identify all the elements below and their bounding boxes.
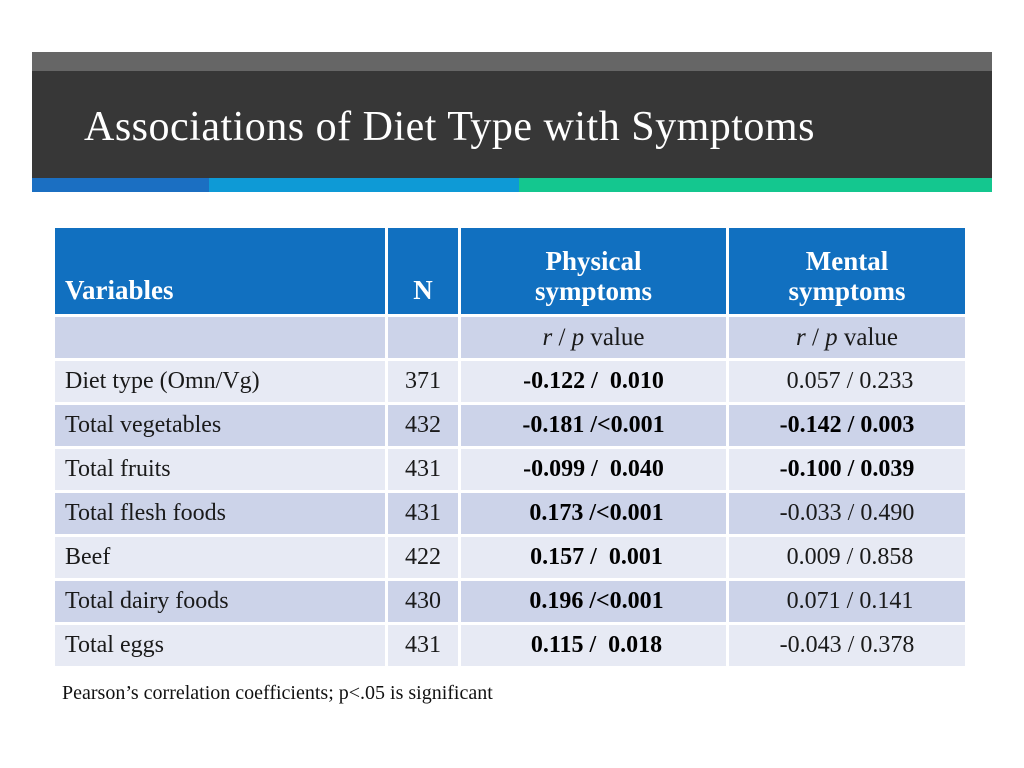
row-variable: Diet type (Omn/Vg) (55, 361, 385, 402)
row-physical-value: 0.115 / 0.018 (461, 625, 726, 666)
row-physical-value: -0.122 / 0.010 (461, 361, 726, 402)
header-gray-strip (32, 52, 992, 71)
row-n: 371 (388, 361, 458, 402)
row-n: 431 (388, 449, 458, 490)
row-mental-value: 0.057 / 0.233 (729, 361, 965, 402)
row-physical-value: -0.181 /<0.001 (461, 405, 726, 446)
header-cell-variables: Variables (55, 228, 385, 314)
slide-title: Associations of Diet Type with Symptoms (84, 103, 815, 150)
subheader-cell-empty (55, 317, 385, 358)
row-mental-value: -0.100 / 0.039 (729, 449, 965, 490)
subheader-cell-rp-mental: r / p value (729, 317, 965, 358)
slide-header: Associations of Diet Type with Symptoms (32, 52, 992, 192)
accent-segment-dark-blue (32, 178, 209, 192)
row-variable: Total vegetables (55, 405, 385, 446)
table-footnote: Pearson’s correlation coefficients; p<.0… (62, 682, 493, 704)
accent-segment-light-blue (209, 178, 519, 192)
header-cell-physical-symptoms: Physical symptoms (461, 228, 726, 314)
row-n: 431 (388, 493, 458, 534)
row-n: 431 (388, 625, 458, 666)
row-n: 422 (388, 537, 458, 578)
row-mental-value: -0.033 / 0.490 (729, 493, 965, 534)
row-mental-value: 0.071 / 0.141 (729, 581, 965, 622)
row-physical-value: -0.099 / 0.040 (461, 449, 726, 490)
title-band: Associations of Diet Type with Symptoms (32, 71, 992, 178)
row-n: 432 (388, 405, 458, 446)
results-table: Variables N Physical symptoms Mental sym… (55, 228, 965, 666)
accent-bar (32, 178, 992, 192)
row-physical-value: 0.157 / 0.001 (461, 537, 726, 578)
row-variable: Total fruits (55, 449, 385, 490)
subheader-cell-rp-physical: r / p value (461, 317, 726, 358)
row-mental-value: -0.142 / 0.003 (729, 405, 965, 446)
row-n: 430 (388, 581, 458, 622)
results-table-wrap: Variables N Physical symptoms Mental sym… (55, 228, 965, 705)
header-cell-mental-symptoms: Mental symptoms (729, 228, 965, 314)
row-physical-value: 0.196 /<0.001 (461, 581, 726, 622)
row-mental-value: -0.043 / 0.378 (729, 625, 965, 666)
row-variable: Total flesh foods (55, 493, 385, 534)
row-variable: Total eggs (55, 625, 385, 666)
accent-segment-green (519, 178, 992, 192)
subheader-cell-empty (388, 317, 458, 358)
header-cell-n: N (388, 228, 458, 314)
row-variable: Total dairy foods (55, 581, 385, 622)
row-physical-value: 0.173 /<0.001 (461, 493, 726, 534)
row-mental-value: 0.009 / 0.858 (729, 537, 965, 578)
row-variable: Beef (55, 537, 385, 578)
